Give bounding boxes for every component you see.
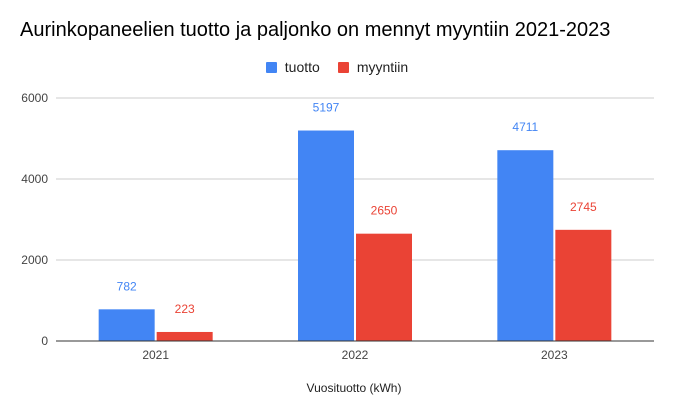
- bar-tuotto-2023: [497, 150, 554, 341]
- gridlines: [56, 97, 654, 261]
- legend-label-tuotto: tuotto: [284, 59, 320, 75]
- x-tick-label: 2022: [342, 348, 369, 362]
- legend-item-myyntiin: myyntiin: [337, 59, 409, 75]
- y-tick-label: 6000: [21, 91, 48, 105]
- bar-myyntiin-2023: [555, 229, 612, 341]
- bars: [98, 130, 612, 341]
- axes: 0 2000 4000 6000 2021 2022 2023: [21, 91, 654, 362]
- x-axis-title: Vuosituotto (kWh): [307, 381, 402, 395]
- legend-swatch-tuotto: [265, 61, 277, 73]
- legend-swatch-myyntiin: [337, 61, 349, 73]
- x-tick-label: 2023: [541, 348, 568, 362]
- legend-item-tuotto: tuotto: [265, 59, 320, 75]
- chart-title: Aurinkopaneelien tuotto ja paljonko on m…: [20, 19, 611, 41]
- legend-label-myyntiin: myyntiin: [356, 59, 409, 75]
- bar-myyntiin-2022: [356, 233, 412, 341]
- bar-tuotto-2022: [298, 130, 354, 341]
- data-label-myyntiin-2022: 2650: [371, 204, 398, 218]
- y-tick-label: 2000: [21, 253, 48, 267]
- x-tick-label: 2021: [142, 348, 169, 362]
- data-labels: 782 223 5197 2650 4711 2745: [117, 101, 597, 316]
- data-label-tuotto-2021: 782: [117, 279, 137, 293]
- y-tick-label: 4000: [21, 172, 48, 186]
- data-label-tuotto-2023: 4711: [512, 120, 538, 134]
- y-tick-label: 0: [41, 334, 48, 348]
- bar-tuotto-2021: [98, 309, 155, 341]
- data-label-myyntiin-2023: 2745: [570, 200, 597, 214]
- data-label-tuotto-2022: 5197: [313, 101, 340, 115]
- data-label-myyntiin-2021: 223: [175, 302, 195, 316]
- legend: tuotto myyntiin: [0, 59, 674, 75]
- bar-myyntiin-2021: [156, 331, 213, 341]
